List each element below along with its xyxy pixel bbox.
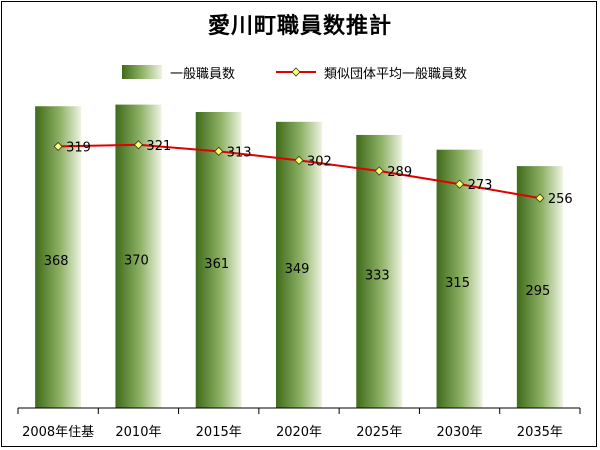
x-tick-label: 2010年 <box>115 425 161 440</box>
line-marker <box>133 140 143 150</box>
line-marker <box>535 193 545 203</box>
legend-item-bars: 一般職員数 <box>122 60 235 84</box>
x-tick-label: 2035年 <box>517 425 563 440</box>
line-value-label: 256 <box>548 192 573 207</box>
line-value-label: 319 <box>66 140 91 155</box>
line-value-label: 273 <box>468 178 493 193</box>
line-marker <box>455 179 465 189</box>
bar-value-label: 370 <box>124 253 149 268</box>
bar <box>115 104 162 408</box>
line-value-label: 313 <box>227 145 252 160</box>
legend-line-swatch <box>276 67 316 77</box>
x-tick-label: 2015年 <box>196 425 242 440</box>
line-value-label: 289 <box>387 165 412 180</box>
line-value-label: 321 <box>146 139 171 154</box>
line-marker <box>294 155 304 165</box>
chart-title: 愛川町職員数推計 <box>207 14 392 39</box>
line-value-label: 302 <box>307 154 332 169</box>
bar <box>35 106 82 409</box>
legend-line-label: 類似団体平均一般職員数 <box>324 66 468 82</box>
line-marker <box>374 166 384 176</box>
bar-value-label: 333 <box>365 268 390 283</box>
x-tick-label: 2008年住基 <box>22 425 94 440</box>
bar <box>195 111 242 408</box>
line-marker <box>53 141 63 151</box>
bar-value-label: 361 <box>204 257 229 272</box>
line-marker <box>214 146 224 156</box>
x-tick-label: 2020年 <box>276 425 322 440</box>
x-tick-label: 2025年 <box>356 425 402 440</box>
bar <box>356 134 403 408</box>
bar <box>436 149 483 408</box>
chart-legend: 一般職員数 類似団体平均一般職員数 <box>0 60 600 84</box>
legend-bar-label: 一般職員数 <box>170 66 236 82</box>
x-tick-label: 2030年 <box>437 425 483 440</box>
legend-item-line: 類似団体平均一般職員数 <box>276 60 467 84</box>
legend-bar-swatch <box>122 65 162 79</box>
bar-value-label: 295 <box>525 284 550 299</box>
bar <box>276 121 322 408</box>
bar-value-label: 315 <box>445 276 470 291</box>
bar-value-label: 349 <box>285 262 310 277</box>
bar-value-label: 368 <box>44 254 69 269</box>
bar <box>516 166 563 408</box>
